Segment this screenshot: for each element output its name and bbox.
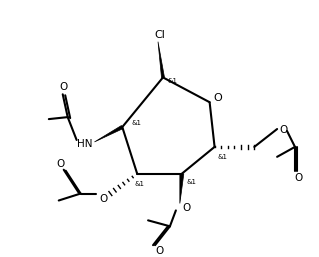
Polygon shape: [180, 173, 184, 204]
Text: O: O: [99, 194, 108, 204]
Text: O: O: [213, 93, 222, 103]
Polygon shape: [158, 42, 165, 78]
Text: &1: &1: [131, 120, 141, 126]
Text: O: O: [279, 125, 287, 135]
Polygon shape: [94, 125, 123, 142]
Text: &1: &1: [134, 181, 144, 187]
Text: O: O: [56, 159, 65, 169]
Text: Cl: Cl: [155, 30, 166, 40]
Text: &1: &1: [218, 154, 227, 160]
Text: O: O: [183, 204, 191, 213]
Text: O: O: [156, 246, 164, 256]
Text: HN: HN: [77, 139, 92, 149]
Text: &1: &1: [187, 179, 197, 185]
Text: &1: &1: [168, 78, 178, 84]
Text: O: O: [295, 173, 303, 183]
Text: O: O: [60, 82, 68, 92]
